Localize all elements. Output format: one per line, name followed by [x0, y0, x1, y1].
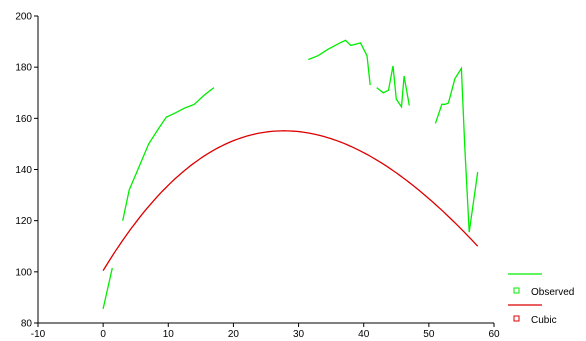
y-tick-label: 200 [15, 12, 32, 23]
x-tick-label: 30 [293, 329, 305, 340]
plot-area: 80 100 120 140 160 180 200 -10 0 10 20 30 40 50 60 [15, 12, 500, 341]
x-tick-label: 40 [358, 329, 370, 340]
x-tick-label: 50 [423, 329, 435, 340]
y-tick-label: 120 [15, 216, 32, 227]
observed-series-line [122, 87, 215, 221]
y-tick-label: 160 [15, 114, 32, 125]
observed-series-line [102, 267, 113, 310]
observed-series-line [308, 39, 371, 86]
y-tick-label: 180 [15, 63, 32, 74]
legend: Observed Cubic [508, 273, 574, 326]
legend-observed-label: Observed [531, 287, 574, 298]
legend-cubic-marker [513, 315, 520, 322]
cubic-series-line [102, 130, 479, 271]
x-tick-label: 60 [488, 329, 500, 340]
x-tick-label: 0 [100, 329, 106, 340]
observed-series-line [434, 66, 479, 233]
legend-cubic-label: Cubic [531, 315, 557, 326]
y-tick-label: 140 [15, 165, 32, 176]
y-tick-label: 100 [15, 267, 32, 278]
y-tick-label: 80 [21, 319, 33, 330]
x-tick-label: 20 [228, 329, 240, 340]
observed-series-line [376, 65, 410, 109]
x-tick-label: -10 [31, 329, 46, 340]
legend-observed-marker [513, 287, 520, 294]
x-tick-label: 10 [163, 329, 175, 340]
